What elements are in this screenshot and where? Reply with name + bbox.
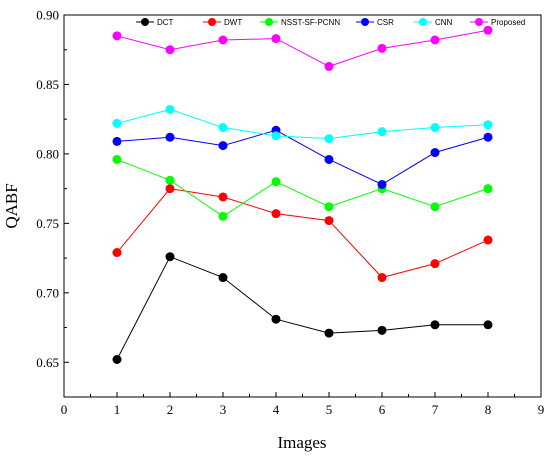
data-point-s1-p7	[483, 235, 493, 245]
data-point-s4-p2	[218, 123, 228, 133]
data-point-s2-p6	[430, 202, 440, 212]
series-line-2	[116, 159, 489, 218]
legend-label-1: DWT	[224, 18, 242, 27]
data-point-s3-p6	[430, 148, 440, 158]
data-point-s4-p5	[377, 127, 387, 137]
data-point-s5-p5	[377, 43, 387, 53]
legend-marker-4	[419, 18, 427, 26]
data-point-s1-p4	[324, 216, 334, 226]
data-point-s5-p0	[112, 31, 122, 41]
data-point-s4-p1	[165, 104, 175, 114]
data-point-s5-p2	[218, 35, 228, 45]
legend-label-0: DCT	[157, 18, 174, 27]
y-tick-label-3: 0.80	[36, 146, 59, 161]
data-point-s0-p1	[165, 252, 175, 262]
data-point-s5-p7	[483, 25, 493, 35]
data-point-s0-p0	[112, 354, 122, 364]
x-tick-label-6: 6	[379, 402, 386, 417]
legend-label-4: CNN	[435, 18, 453, 27]
data-point-s2-p1	[165, 175, 175, 185]
data-point-s4-p6	[430, 123, 440, 133]
x-axis-title: Images	[277, 433, 326, 452]
data-point-s1-p5	[377, 273, 387, 283]
x-tick-label-8: 8	[485, 402, 492, 417]
data-point-s1-p1	[165, 184, 175, 194]
legend-marker-1	[208, 18, 216, 26]
y-tick-label-1: 0.70	[36, 285, 59, 300]
legend-marker-2	[265, 18, 273, 26]
data-point-s2-p7	[483, 184, 493, 194]
legend-label-5: Proposed	[491, 18, 525, 27]
data-point-s3-p2	[218, 141, 228, 151]
legend: DCT DWT NSST-SF-PCNN CSR CNN Proposed	[136, 18, 525, 27]
legend-marker-0	[141, 18, 149, 26]
data-point-s3-p1	[165, 132, 175, 142]
legend-marker-3	[361, 18, 369, 26]
y-tick-label-2: 0.75	[36, 216, 59, 231]
data-point-s2-p2	[218, 211, 228, 221]
data-point-s2-p0	[112, 154, 122, 164]
legend-marker-5	[475, 18, 483, 26]
data-point-s2-p3	[271, 177, 281, 187]
data-point-s1-p6	[430, 259, 440, 269]
series-line-0	[116, 256, 488, 360]
data-point-s0-p6	[430, 320, 440, 330]
x-tick-label-1: 1	[114, 402, 121, 417]
legend-label-3: CSR	[377, 18, 394, 27]
data-point-s1-p3	[271, 209, 281, 219]
data-point-s5-p3	[271, 34, 281, 44]
data-point-s4-p3	[271, 131, 281, 141]
x-tick-label-2: 2	[167, 402, 174, 417]
data-point-s0-p4	[324, 328, 334, 338]
data-point-s0-p2	[218, 273, 228, 283]
x-tick-label-0: 0	[61, 402, 68, 417]
x-tick-label-7: 7	[432, 402, 439, 417]
data-point-s5-p4	[324, 61, 334, 71]
y-tick-label-5: 0.90	[36, 8, 59, 23]
y-tick-label-4: 0.85	[36, 77, 59, 92]
series-line-5	[116, 29, 489, 67]
data-point-s3-p0	[112, 136, 122, 146]
x-tick-label-5: 5	[326, 402, 333, 417]
data-point-s3-p4	[324, 154, 334, 164]
y-tick-label-0: 0.65	[36, 355, 59, 370]
legend-label-2: NSST-SF-PCNN	[281, 18, 340, 27]
series-line-4	[116, 108, 489, 140]
data-point-s0-p7	[483, 320, 493, 330]
data-point-s5-p6	[430, 35, 440, 45]
x-tick-label-3: 3	[220, 402, 227, 417]
y-axis-title: QABF	[2, 183, 21, 228]
data-point-s0-p5	[377, 325, 387, 335]
data-point-s5-p1	[165, 45, 175, 55]
data-point-s1-p2	[218, 192, 228, 202]
series-line-1	[116, 188, 489, 279]
data-point-s3-p5	[377, 179, 387, 189]
data-point-s4-p4	[324, 134, 334, 144]
axis-ticks: 0 1 2 3 4 5 6 7 8 9 0.65 0.70 0.75 0.80 0.85 0.90	[36, 8, 544, 418]
data-point-s4-p7	[483, 120, 493, 130]
x-tick-label-9: 9	[538, 402, 545, 417]
data-point-s0-p3	[271, 314, 281, 324]
x-tick-label-4: 4	[273, 402, 280, 417]
data-point-s4-p0	[112, 118, 122, 128]
series-markers	[112, 25, 493, 364]
data-point-s3-p7	[483, 132, 493, 142]
data-point-s1-p0	[112, 248, 122, 258]
series-line-3	[116, 129, 489, 186]
series-lines	[116, 29, 489, 360]
data-point-s2-p4	[324, 202, 334, 212]
